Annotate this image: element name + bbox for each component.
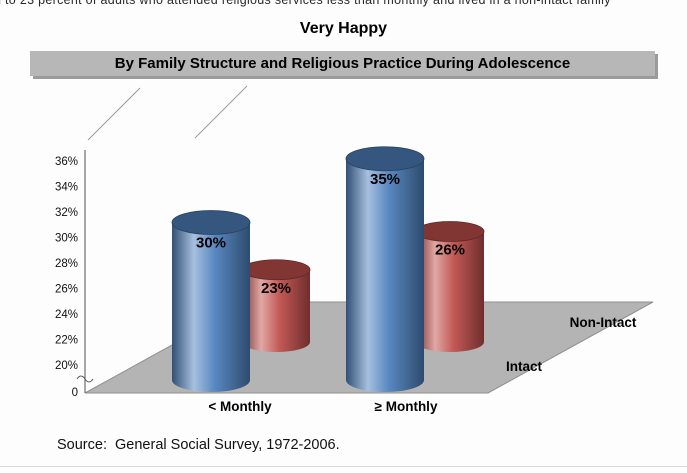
series-label: Intact xyxy=(506,359,543,374)
y-tick-label: 36% xyxy=(55,156,78,168)
y-tick-label: 28% xyxy=(55,258,78,270)
y-tick-label: 34% xyxy=(55,182,78,194)
y-tick-label: 20% xyxy=(55,360,78,372)
cylinder-intact xyxy=(172,222,250,392)
cylinder-non-intact xyxy=(242,269,310,352)
y-tick-label: 22% xyxy=(55,335,78,347)
wall-edge-icon xyxy=(194,85,248,139)
category-label: < Monthly xyxy=(208,399,272,414)
wall-edge-icon xyxy=(87,87,141,141)
value-label: 30% xyxy=(196,235,226,252)
y-tick-label: 30% xyxy=(55,233,78,245)
chart-title: Very Happy xyxy=(299,20,388,37)
top-caption-fragment: d to 23 percent of adults who attended r… xyxy=(0,0,611,7)
series-label: Non-Intact xyxy=(570,315,637,330)
cylinder-top xyxy=(345,146,425,172)
category-label: ≥ Monthly xyxy=(375,399,438,414)
y-tick-label: 0 xyxy=(72,387,78,399)
value-label: 26% xyxy=(435,242,465,259)
axis-break-icon xyxy=(76,375,94,383)
y-tick-label: 24% xyxy=(55,309,78,321)
value-label: 35% xyxy=(370,171,400,188)
y-tick-label: 32% xyxy=(55,207,78,219)
cylinder-intact xyxy=(346,158,424,392)
chart-subtitle: By Family Structure and Religious Practi… xyxy=(30,51,655,76)
value-label: 23% xyxy=(261,280,291,297)
y-tick-label: 26% xyxy=(55,284,78,296)
cylinder-top xyxy=(241,259,311,281)
bottom-divider xyxy=(0,466,687,467)
cylinder-non-intact xyxy=(416,231,484,352)
source-note: Source: General Social Survey, 1972-2006… xyxy=(57,437,340,453)
cylinder-top xyxy=(171,210,251,235)
cylinder-top xyxy=(415,221,485,242)
